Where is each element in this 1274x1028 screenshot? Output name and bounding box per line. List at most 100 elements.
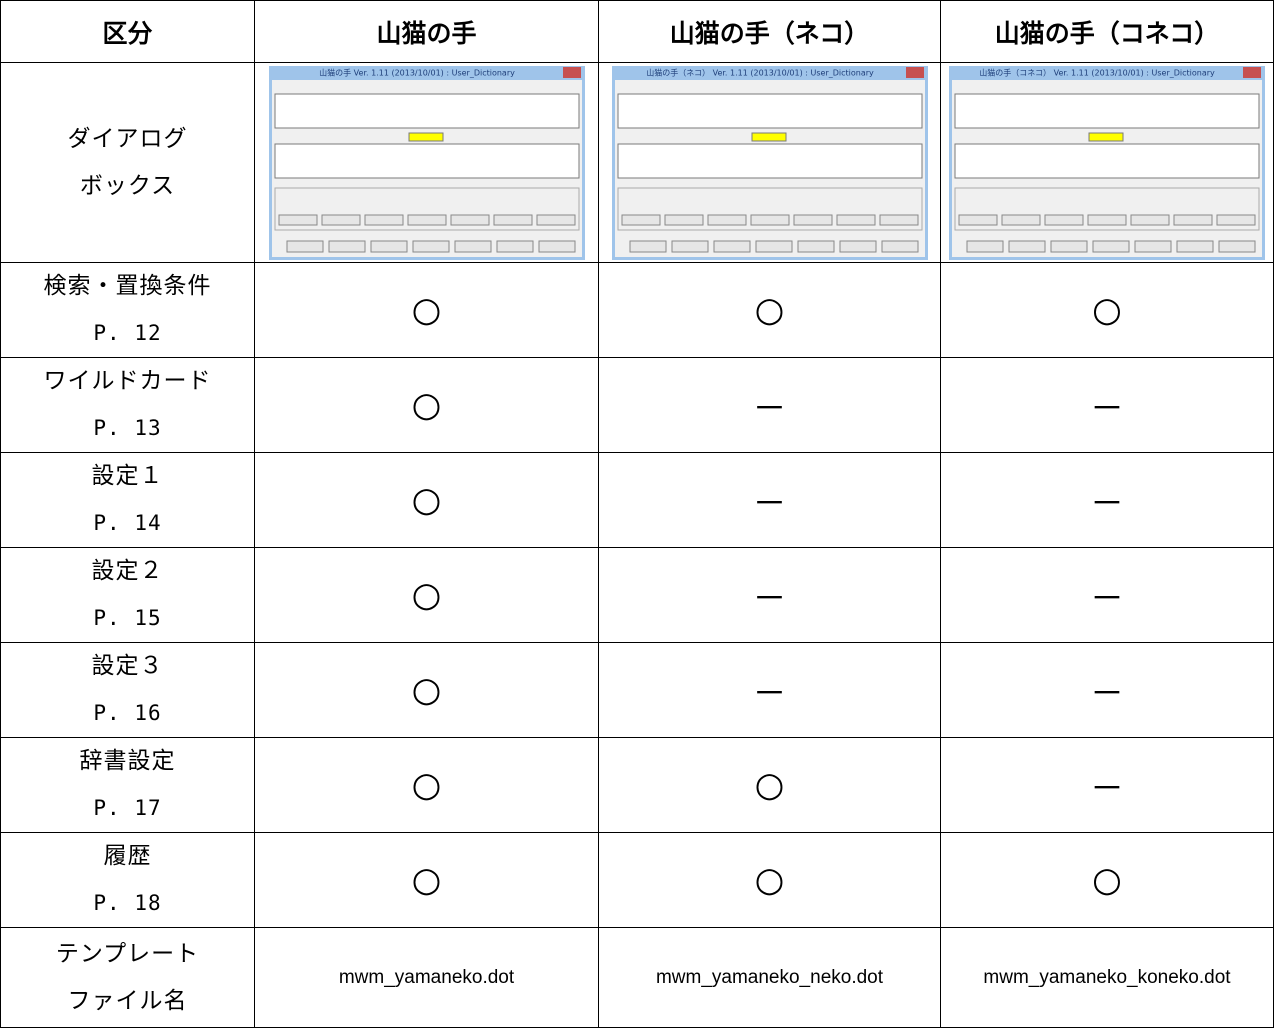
row-label-cell: 辞書設定 P. 17 <box>1 738 255 833</box>
row-label: 辞書設定 <box>79 748 176 774</box>
dialog-screenshot: 山猫の手（コネコ） Ver. 1.11 (2013/10/01) : User_… <box>949 65 1265 260</box>
dialog-part <box>751 132 786 141</box>
dialog-part <box>954 143 1260 178</box>
value-cell: － <box>941 643 1274 738</box>
row-label-cell: ダイアログ ボックス <box>1 63 255 263</box>
dialog-part <box>536 214 575 225</box>
cell-value: ○ <box>754 765 785 805</box>
dialog-part <box>538 240 575 252</box>
value-cell: ○ <box>255 738 599 833</box>
header-cell: 山猫の手 <box>255 1 599 63</box>
value-cell: － <box>941 738 1274 833</box>
row-label: P. 18 <box>93 891 162 915</box>
dialog-part <box>966 240 1004 252</box>
dialog-part <box>328 240 365 252</box>
value-cell: ○ <box>941 263 1274 358</box>
value-cell: ○ <box>941 833 1274 928</box>
dialog-part <box>954 187 1260 230</box>
dialog-part <box>617 93 922 128</box>
dialog-part <box>1216 214 1256 225</box>
dialog-part <box>1243 66 1261 78</box>
dialog-screenshot: 山猫の手（ネコ） Ver. 1.11 (2013/10/01) : User_D… <box>611 65 928 260</box>
dialog-part <box>707 214 746 225</box>
cell-value: ○ <box>1092 860 1122 900</box>
value-cell: mwm_yamaneko.dot <box>255 928 599 1028</box>
dialog-part <box>1176 240 1214 252</box>
value-cell: － <box>941 358 1274 453</box>
dialog-cell: 山猫の手（ネコ） Ver. 1.11 (2013/10/01) : User_D… <box>599 63 941 263</box>
dialog-part <box>286 240 323 252</box>
value-cell: ○ <box>599 833 941 928</box>
dialog-screenshot: 山猫の手 Ver. 1.11 (2013/10/01) : User_Dicti… <box>268 65 585 260</box>
dialog-part <box>671 240 708 252</box>
dialog-part <box>621 214 660 225</box>
dialog-part <box>1134 240 1172 252</box>
value-cell: － <box>941 453 1274 548</box>
dialog-part <box>562 66 581 78</box>
dialog-part <box>496 240 533 252</box>
dialog-part <box>905 66 924 78</box>
dialog-part <box>1050 240 1088 252</box>
dialog-title: 山猫の手 Ver. 1.11 (2013/10/01) : User_Dicti… <box>319 67 515 77</box>
row-label: ダイアログ <box>67 125 188 152</box>
cell-value: ○ <box>411 290 442 330</box>
value-cell: ○ <box>255 453 599 548</box>
header-text: 区分 <box>102 18 153 48</box>
dialog-part <box>1092 240 1130 252</box>
dialog-cell: 山猫の手 Ver. 1.11 (2013/10/01) : User_Dicti… <box>255 63 599 263</box>
dialog-title: 山猫の手（ネコ） Ver. 1.11 (2013/10/01) : User_D… <box>646 67 874 77</box>
row-label: テンプレート <box>55 940 200 967</box>
row-label: 設定１ <box>91 463 164 489</box>
cell-value: － <box>752 483 787 524</box>
cell-value: ○ <box>411 480 442 520</box>
row-label: 履歴 <box>103 843 152 869</box>
value-cell: － <box>599 548 941 643</box>
value-cell: mwm_yamaneko_neko.dot <box>599 928 941 1028</box>
value-cell: ○ <box>255 643 599 738</box>
cell-value: － <box>1090 673 1124 714</box>
dialog-part <box>364 214 403 225</box>
header-text: 山猫の手（ネコ） <box>669 18 870 48</box>
cell-value: － <box>1090 483 1124 524</box>
row-label-cell: 設定１ P. 14 <box>1 453 255 548</box>
row-label-cell: ワイルドカード P. 13 <box>1 358 255 453</box>
dialog-cell: 山猫の手（コネコ） Ver. 1.11 (2013/10/01) : User_… <box>941 63 1274 263</box>
dialog-part <box>278 214 317 225</box>
dialog-part <box>370 240 407 252</box>
cell-value: ○ <box>411 575 442 615</box>
dialog-part <box>1008 240 1046 252</box>
cell-value: ○ <box>754 860 785 900</box>
row-label: 設定２ <box>91 558 164 584</box>
cell-value: － <box>752 388 787 429</box>
dialog-part <box>755 240 792 252</box>
cell-value: － <box>752 578 787 619</box>
dialog-part <box>629 240 666 252</box>
value-cell: ○ <box>255 358 599 453</box>
row-label: ボックス <box>79 172 176 199</box>
dialog-part <box>450 214 489 225</box>
dialog-part <box>274 143 579 178</box>
row-label: P. 16 <box>93 701 162 725</box>
dialog-part <box>750 214 789 225</box>
dialog-part <box>797 240 834 252</box>
header-cell: 区分 <box>1 1 255 63</box>
dialog-part <box>793 214 832 225</box>
value-cell: mwm_yamaneko_koneko.dot <box>941 928 1274 1028</box>
value-cell: － <box>599 358 941 453</box>
value-cell: ○ <box>255 833 599 928</box>
dialog-part <box>493 214 532 225</box>
cell-value: － <box>752 673 787 714</box>
dialog-part <box>408 132 443 141</box>
dialog-part <box>1044 214 1084 225</box>
cell-value: mwm_yamaneko.dot <box>338 966 515 988</box>
value-cell: ○ <box>599 263 941 358</box>
dialog-part <box>664 214 703 225</box>
cell-value: mwm_yamaneko_neko.dot <box>655 966 884 988</box>
dialog-part <box>412 240 449 252</box>
dialog-part <box>274 187 579 230</box>
dialog-part <box>617 187 922 230</box>
value-cell: － <box>599 453 941 548</box>
dialog-part <box>836 214 875 225</box>
dialog-part <box>958 214 998 225</box>
